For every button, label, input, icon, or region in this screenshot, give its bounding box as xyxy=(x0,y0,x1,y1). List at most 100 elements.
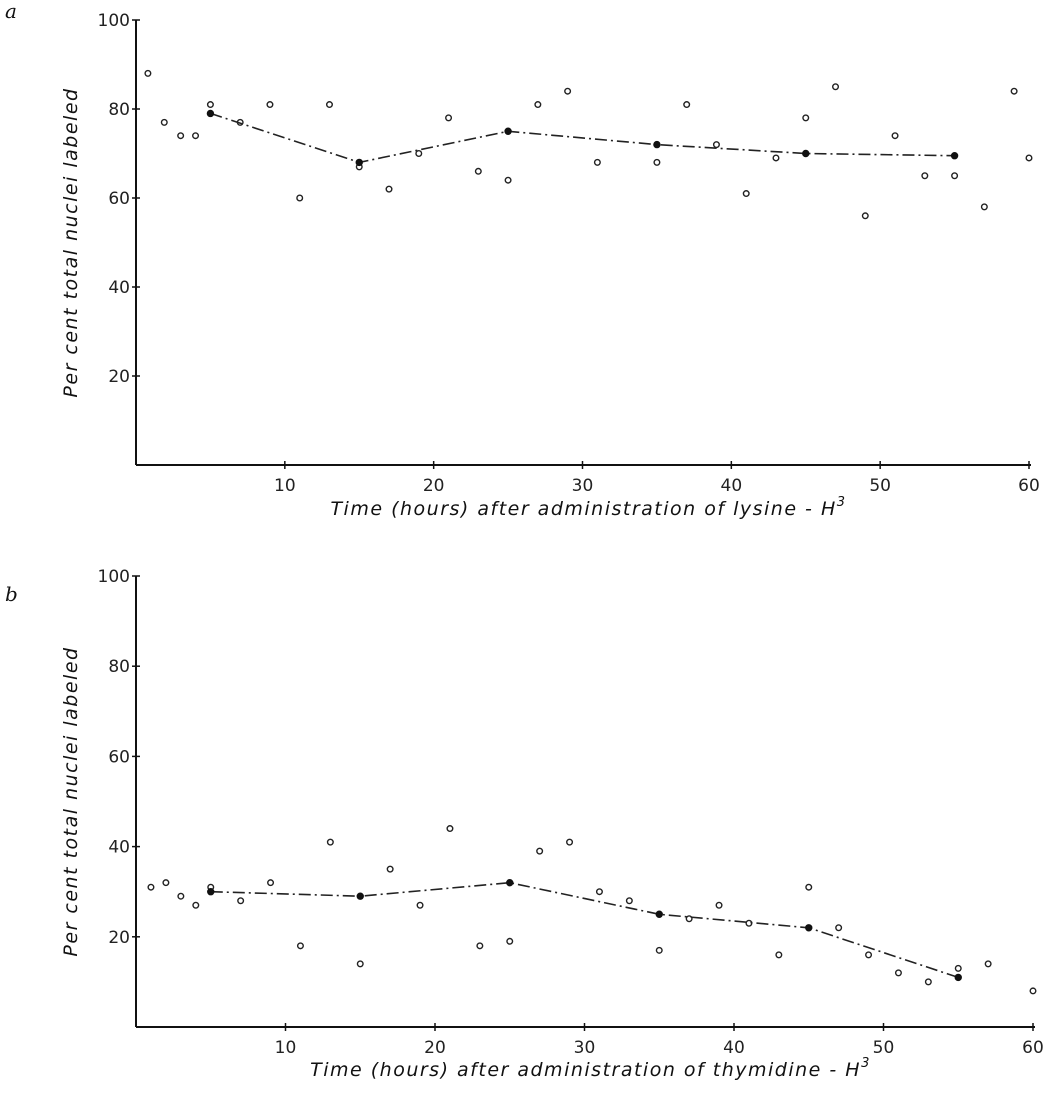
individual-data-point xyxy=(861,212,869,220)
y-tick-label: 20 xyxy=(108,367,130,387)
y-tick-label: 40 xyxy=(108,278,130,298)
x-tick-label: 40 xyxy=(723,1038,745,1058)
mean-data-point xyxy=(655,910,663,918)
individual-data-point xyxy=(894,969,902,977)
individual-data-point xyxy=(954,964,962,972)
individual-data-point xyxy=(865,951,873,959)
individual-data-point xyxy=(772,154,780,162)
individual-data-point xyxy=(921,172,929,180)
y-tick-label: 100 xyxy=(98,11,130,31)
individual-data-point xyxy=(685,915,693,923)
y-tick-label: 80 xyxy=(108,657,130,677)
individual-data-point xyxy=(655,946,663,954)
individual-data-point xyxy=(712,141,720,149)
chart-panel-a: a 20 40 60 80 100 10 20 30 40 50 60 Per cent total n… xyxy=(5,0,1040,520)
individual-data-point xyxy=(192,132,200,140)
x-axis-title: Time (hours) after administration of lys… xyxy=(330,495,846,520)
individual-data-point xyxy=(595,888,603,896)
individual-data-point xyxy=(416,901,424,909)
individual-data-point xyxy=(326,838,334,846)
y-tick-label: 100 xyxy=(98,567,130,587)
individual-data-point xyxy=(160,118,168,126)
individual-data-point xyxy=(415,149,423,157)
individual-data-point xyxy=(1029,987,1037,995)
individual-data-point xyxy=(984,960,992,968)
individual-data-point xyxy=(802,114,810,122)
individual-data-point xyxy=(534,101,542,109)
individual-data-point xyxy=(653,158,661,166)
x-axis-title-superscript: 3 xyxy=(837,495,847,510)
individual-data-point xyxy=(177,132,185,140)
individual-data-point xyxy=(832,83,840,91)
mean-data-point xyxy=(950,152,959,160)
individual-data-point xyxy=(206,101,214,109)
mean-trend-line xyxy=(210,112,955,164)
individual-data-point xyxy=(325,101,333,109)
individual-data-point xyxy=(296,194,304,202)
mean-data-point xyxy=(802,149,810,158)
individual-data-point xyxy=(683,101,691,109)
x-tick-label: 60 xyxy=(1022,1038,1044,1058)
individual-data-point xyxy=(192,901,200,909)
individual-data-point xyxy=(266,101,274,109)
x-tick-label: 50 xyxy=(873,1038,895,1058)
individual-data-point xyxy=(474,167,482,175)
individual-data-point xyxy=(506,937,514,945)
y-tick-label: 40 xyxy=(108,838,130,858)
individual-data-point xyxy=(177,892,185,900)
individual-data-point xyxy=(835,924,843,932)
individual-data-point xyxy=(593,158,601,166)
x-axis-title-text: Time (hours) after administration of thy… xyxy=(310,1059,861,1081)
panel-label: a xyxy=(5,0,17,23)
y-axis-title: Per cent total nuclei labeled xyxy=(60,87,82,397)
individual-data-point xyxy=(742,190,750,198)
individual-data-point xyxy=(162,879,170,887)
mean-data-point xyxy=(206,109,215,118)
x-tick-label: 20 xyxy=(424,1038,446,1058)
mean-data-point xyxy=(805,924,813,932)
individual-data-point xyxy=(504,176,512,184)
individual-data-point xyxy=(775,951,783,959)
individual-data-point xyxy=(805,883,813,891)
individual-data-point xyxy=(564,87,572,95)
y-axis-title: Per cent total nuclei labeled xyxy=(60,646,82,956)
y-tick-label: 80 xyxy=(108,100,130,120)
individual-data-point xyxy=(296,942,304,950)
individual-data-point xyxy=(476,942,484,950)
chart-panel-b: b 20 40 60 80 100 10 20 30 40 50 60 Per cent total n… xyxy=(5,567,1044,1081)
individual-data-point xyxy=(144,69,152,77)
individual-data-point xyxy=(446,825,454,833)
individual-data-point xyxy=(237,897,245,905)
x-axis-title-text: Time (hours) after administration of lys… xyxy=(330,498,836,520)
x-tick-label: 20 xyxy=(423,476,445,496)
x-tick-label: 60 xyxy=(1018,476,1040,496)
individual-data-point xyxy=(625,897,633,905)
individual-data-point xyxy=(924,978,932,986)
mean-trend-line xyxy=(210,881,959,979)
x-tick-label: 50 xyxy=(869,476,891,496)
x-tick-label: 30 xyxy=(574,1038,596,1058)
mean-data-point xyxy=(355,158,363,167)
x-tick-label: 10 xyxy=(274,476,296,496)
individual-data-point xyxy=(267,879,275,887)
individual-data-point xyxy=(356,960,364,968)
panel-label: b xyxy=(5,582,18,606)
individual-data-point xyxy=(147,883,155,891)
y-tick-label: 60 xyxy=(108,189,130,209)
individual-data-point xyxy=(951,172,959,180)
individual-data-point xyxy=(891,132,899,140)
y-tick-label: 20 xyxy=(108,928,130,948)
x-axis-title-superscript: 3 xyxy=(861,1056,871,1071)
x-axis-title: Time (hours) after administration of thy… xyxy=(310,1056,871,1081)
x-tick-label: 10 xyxy=(275,1038,297,1058)
mean-data-point xyxy=(207,888,215,896)
mean-data-point xyxy=(653,140,661,149)
individual-data-point xyxy=(445,114,453,122)
y-tick-label: 60 xyxy=(108,747,130,767)
individual-data-point xyxy=(566,838,574,846)
individual-data-point xyxy=(385,185,393,193)
individual-data-point xyxy=(386,865,394,873)
individual-data-point xyxy=(536,847,544,855)
mean-data-point xyxy=(506,878,514,887)
